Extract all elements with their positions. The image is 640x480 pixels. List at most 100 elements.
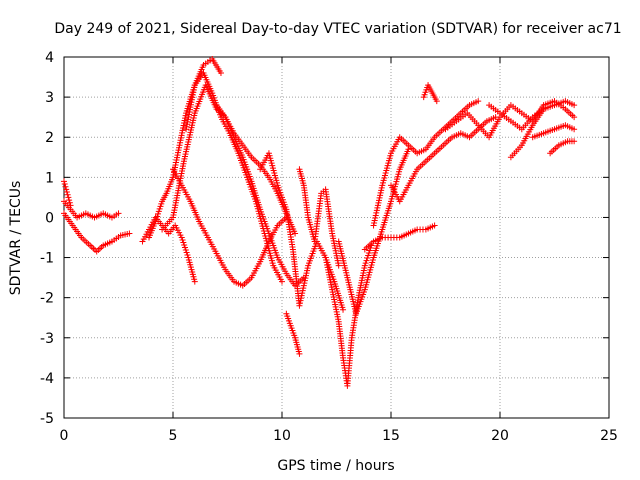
data-point (571, 102, 578, 109)
data-point (61, 181, 68, 188)
data-point (365, 252, 372, 259)
data-point (335, 262, 342, 269)
data-point (156, 205, 163, 212)
y-tick-label: -1 (40, 251, 54, 267)
series-trace-l (296, 166, 342, 269)
series-trace-k (283, 310, 303, 357)
data-point (373, 207, 380, 214)
data-point (115, 210, 122, 217)
data-point (154, 213, 161, 220)
series-trace-b (61, 210, 133, 255)
x-tick-label: 15 (382, 428, 400, 444)
series-trace-u (507, 106, 547, 161)
data-point (296, 300, 303, 307)
x-tick-label: 0 (60, 428, 69, 444)
data-point (191, 278, 198, 285)
y-tick-label: 4 (45, 50, 54, 66)
data-point (378, 184, 385, 191)
data-point (279, 278, 285, 285)
series-trace-q (388, 114, 499, 205)
data-point (63, 186, 70, 193)
data-point (376, 194, 383, 201)
y-tick-label: -3 (40, 331, 54, 347)
data-point (372, 214, 379, 221)
data-point (371, 219, 378, 226)
x-axis-label: GPS time / hours (277, 458, 394, 474)
data-point (433, 98, 440, 105)
data-point (217, 70, 224, 77)
data-point (304, 267, 311, 274)
data-point (179, 237, 186, 244)
data-point (340, 306, 347, 313)
series-trace-h (170, 166, 290, 289)
y-tick-label: 3 (45, 90, 54, 106)
data-point (375, 199, 382, 206)
data-point (298, 292, 305, 299)
data-point (571, 126, 578, 133)
y-tick-label: -5 (40, 411, 54, 427)
data-point (374, 204, 381, 211)
series-trace-o (361, 222, 438, 253)
data-point (540, 106, 547, 113)
series-trace-e (146, 56, 224, 241)
y-tick-label: 1 (45, 170, 54, 186)
data-point (66, 197, 73, 204)
chart-title: Day 249 of 2021, Sidereal Day-to-day VTE… (54, 21, 621, 37)
series-trace-v (547, 138, 578, 157)
data-point (292, 230, 299, 237)
data-point (372, 212, 379, 219)
plot-frame (63, 56, 610, 419)
data-point (304, 265, 311, 272)
x-tick-label: 5 (169, 428, 178, 444)
data-point (378, 187, 385, 194)
data-point (365, 250, 372, 257)
data-point (366, 247, 373, 254)
data-point (431, 222, 438, 229)
data-point (374, 202, 381, 209)
data-point (370, 222, 377, 229)
data-point (364, 255, 371, 262)
axis-ticks: 0 5 10 15 20 25 -5 -4 -3 -2 -1 0 1 2 3 4 (40, 50, 618, 444)
series-trace-p (370, 98, 482, 229)
data-point (157, 203, 164, 210)
data-point (303, 270, 310, 277)
data-point (158, 200, 165, 207)
series-trace-r (420, 82, 440, 105)
data-point (63, 189, 70, 196)
series-trace-c (61, 178, 74, 209)
data-point (300, 285, 307, 292)
y-tick-label: 2 (45, 130, 54, 146)
y-tick-label: 0 (45, 210, 54, 226)
y-tick-label: -4 (40, 371, 54, 387)
data-point (377, 192, 384, 199)
data-point (297, 297, 304, 304)
data-point (299, 287, 306, 294)
data-point (571, 114, 578, 121)
data-point (182, 247, 189, 254)
data-point (362, 260, 369, 267)
y-axis-label: SDTVAR / TECUs (8, 181, 24, 296)
data-point (296, 350, 303, 357)
x-tick-label: 10 (273, 428, 291, 444)
data-point (302, 275, 309, 282)
data-point (363, 257, 370, 264)
data-point (155, 208, 162, 215)
data-point (155, 210, 162, 217)
data-point (183, 249, 190, 256)
data-point (181, 244, 188, 251)
data-point (475, 98, 482, 105)
data-point (153, 215, 160, 222)
data-point (301, 280, 308, 287)
data-point (361, 262, 368, 269)
data-point (66, 199, 73, 206)
data-point (152, 218, 159, 225)
data-point (301, 277, 308, 284)
data-point (377, 189, 384, 196)
data-point (61, 178, 67, 185)
data-point (126, 230, 133, 237)
data-point (184, 252, 191, 259)
data-point (373, 209, 380, 216)
data-points (61, 56, 578, 389)
data-point (296, 302, 303, 309)
